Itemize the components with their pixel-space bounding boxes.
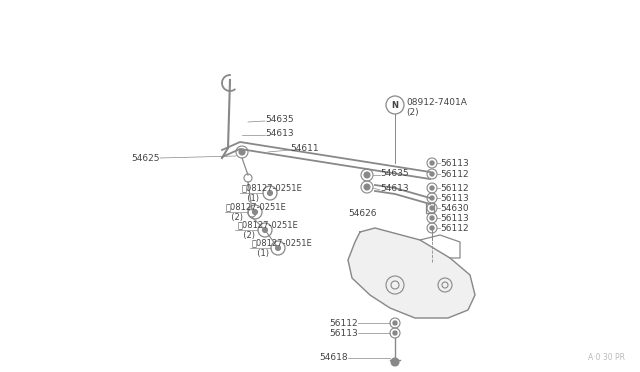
Text: 08912-7401A: 08912-7401A [406, 97, 467, 106]
Text: 54625: 54625 [131, 154, 160, 163]
Polygon shape [348, 228, 475, 318]
Text: 56112: 56112 [440, 170, 468, 179]
Text: 54613: 54613 [380, 183, 408, 192]
Circle shape [430, 216, 434, 220]
Circle shape [430, 226, 434, 230]
Text: 56113: 56113 [329, 328, 358, 337]
Text: (2): (2) [406, 108, 419, 116]
Text: 56113: 56113 [440, 214, 468, 222]
Text: Ⓑ08127-0251E
  (2): Ⓑ08127-0251E (2) [226, 202, 287, 222]
Circle shape [393, 331, 397, 335]
Circle shape [393, 321, 397, 325]
Text: 56112: 56112 [330, 318, 358, 327]
Text: N: N [392, 100, 399, 109]
Text: 54635: 54635 [380, 169, 408, 177]
Text: 56113: 56113 [440, 158, 468, 167]
Circle shape [275, 246, 280, 250]
Text: 56112: 56112 [440, 183, 468, 192]
Text: 54626: 54626 [348, 208, 376, 218]
Text: 54618: 54618 [319, 353, 348, 362]
Text: 56113: 56113 [440, 193, 468, 202]
Circle shape [364, 172, 370, 178]
Circle shape [268, 190, 273, 196]
Circle shape [430, 196, 434, 200]
Text: 56112: 56112 [440, 224, 468, 232]
Circle shape [364, 184, 370, 190]
Circle shape [391, 358, 399, 366]
Text: Ⓑ08127-0251E
  (1): Ⓑ08127-0251E (1) [242, 183, 303, 203]
Circle shape [430, 172, 434, 176]
Bar [426, 203, 434, 213]
Circle shape [253, 209, 257, 215]
Circle shape [239, 149, 245, 155]
Circle shape [430, 161, 434, 165]
Circle shape [430, 206, 434, 210]
Text: 54611: 54611 [290, 144, 319, 153]
Text: Ⓑ08127-0251E
  (1): Ⓑ08127-0251E (1) [252, 238, 313, 258]
Text: 54635: 54635 [265, 115, 294, 124]
Text: A·0 30 PR: A·0 30 PR [588, 353, 625, 362]
Text: Ⓑ08127-0251E
  (2): Ⓑ08127-0251E (2) [238, 220, 299, 240]
Text: 54613: 54613 [265, 128, 294, 138]
Circle shape [430, 186, 434, 190]
Text: 54630: 54630 [440, 203, 468, 212]
Circle shape [262, 228, 268, 232]
